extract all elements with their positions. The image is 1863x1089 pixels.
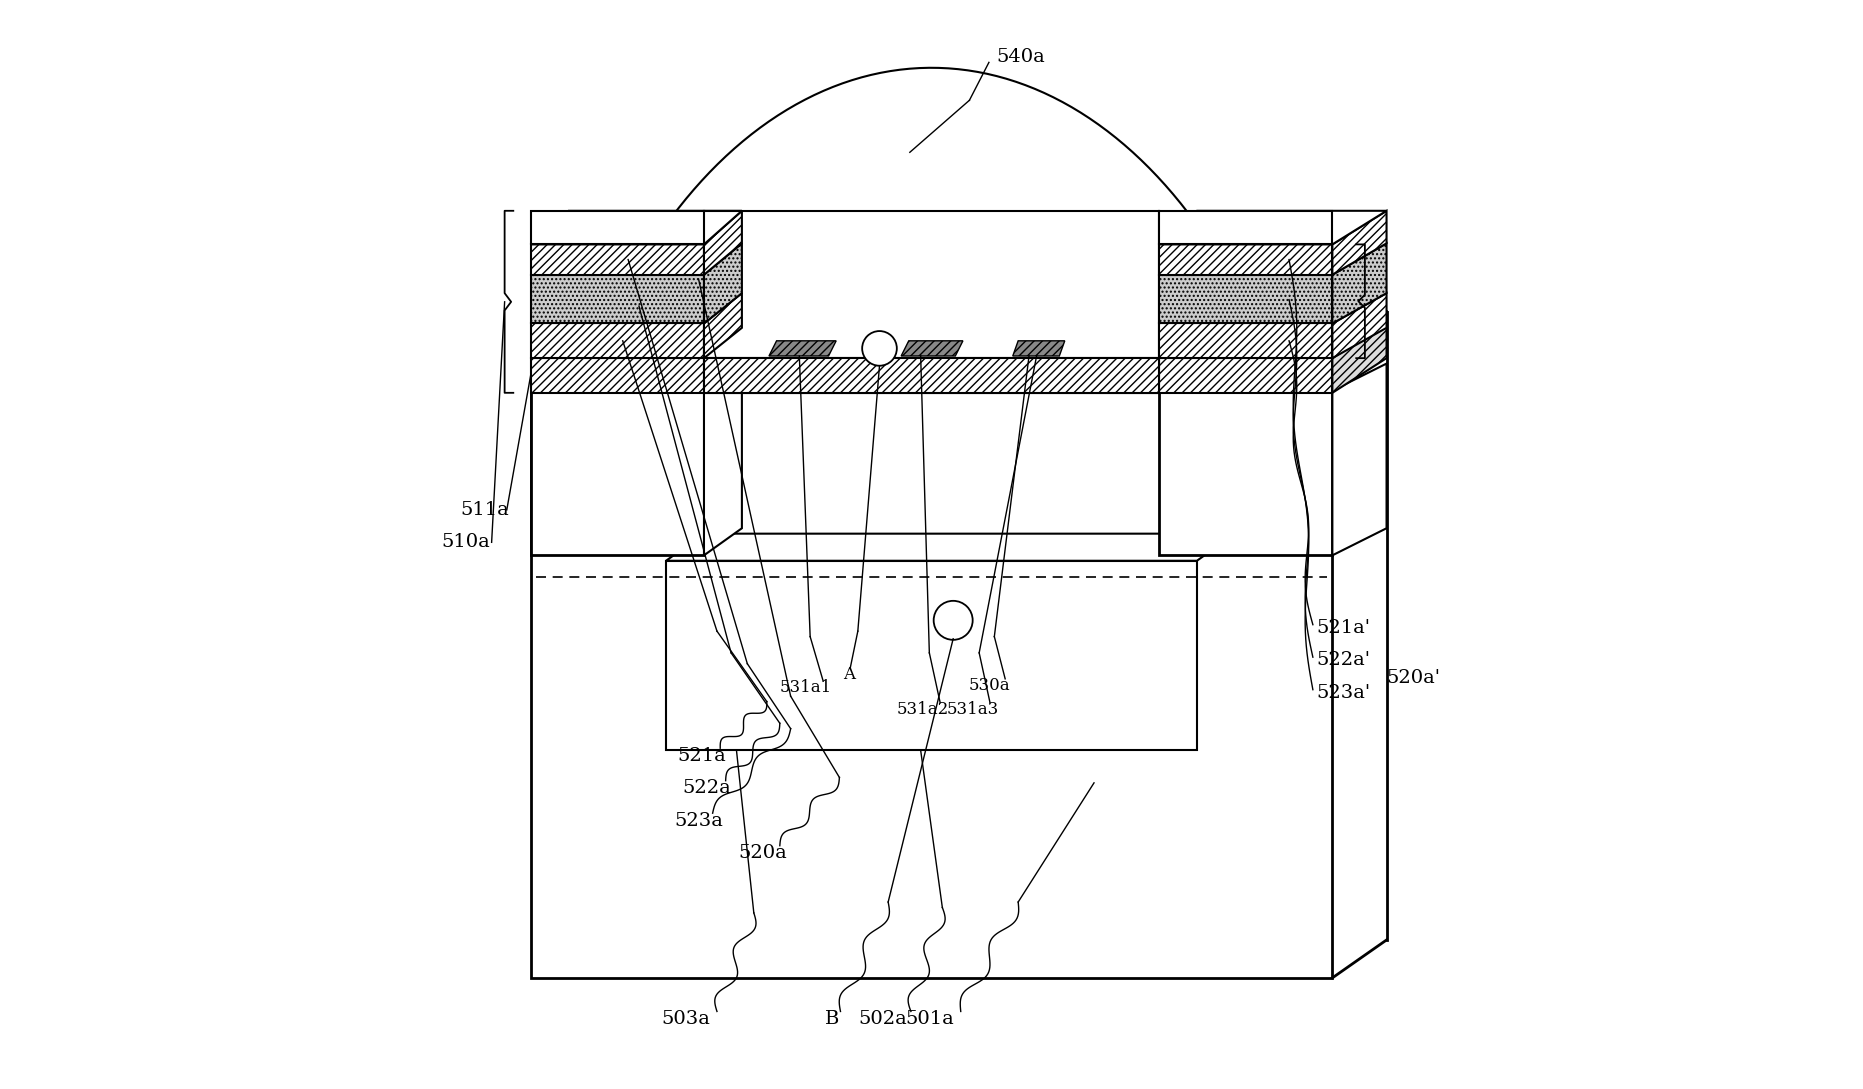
Text: 502a: 502a (859, 1011, 907, 1028)
Text: 523a: 523a (674, 811, 723, 830)
Bar (1159, 211, 1332, 244)
Polygon shape (531, 211, 741, 244)
Text: 530a: 530a (969, 677, 1010, 694)
Text: 521a: 521a (676, 747, 727, 764)
Text: 522a': 522a' (1315, 651, 1369, 670)
Text: A: A (842, 666, 855, 683)
Polygon shape (902, 341, 963, 356)
Text: 510a: 510a (442, 534, 490, 551)
Polygon shape (1013, 341, 1066, 356)
Polygon shape (1332, 364, 1386, 555)
Text: 520a': 520a' (1386, 669, 1440, 687)
Text: 522a: 522a (682, 780, 730, 797)
Bar (1159, 391, 1332, 555)
Text: 531a1: 531a1 (781, 680, 833, 696)
Polygon shape (1332, 323, 1386, 393)
Text: 540a: 540a (997, 48, 1045, 66)
Text: 503a: 503a (661, 1011, 710, 1028)
Text: B: B (825, 1011, 838, 1028)
Polygon shape (1159, 211, 1386, 244)
Circle shape (863, 331, 896, 366)
Text: 531a3: 531a3 (946, 700, 999, 718)
Text: 521a': 521a' (1315, 619, 1369, 637)
Polygon shape (704, 293, 741, 358)
Text: 523a': 523a' (1315, 684, 1371, 702)
Bar (1159, 274, 1332, 323)
Bar (704, 211, 1159, 393)
Polygon shape (1332, 293, 1386, 358)
Bar (531, 350, 1332, 978)
Bar (704, 358, 1159, 393)
Bar (531, 211, 704, 244)
Polygon shape (1332, 243, 1386, 323)
Polygon shape (704, 243, 741, 323)
Bar (531, 323, 704, 358)
Text: 531a2: 531a2 (896, 700, 948, 718)
Polygon shape (704, 364, 741, 555)
Bar (531, 274, 704, 323)
Bar (531, 391, 704, 555)
Bar (1159, 323, 1332, 358)
Bar (531, 244, 704, 274)
Bar (667, 561, 1196, 750)
Bar (1159, 244, 1332, 274)
Polygon shape (667, 534, 1235, 561)
Text: 501a: 501a (905, 1011, 954, 1028)
Text: 520a: 520a (738, 844, 788, 862)
Bar (531, 358, 1332, 393)
Polygon shape (704, 211, 741, 274)
Polygon shape (1332, 211, 1386, 274)
Text: 511a: 511a (460, 501, 509, 518)
Polygon shape (769, 341, 836, 356)
